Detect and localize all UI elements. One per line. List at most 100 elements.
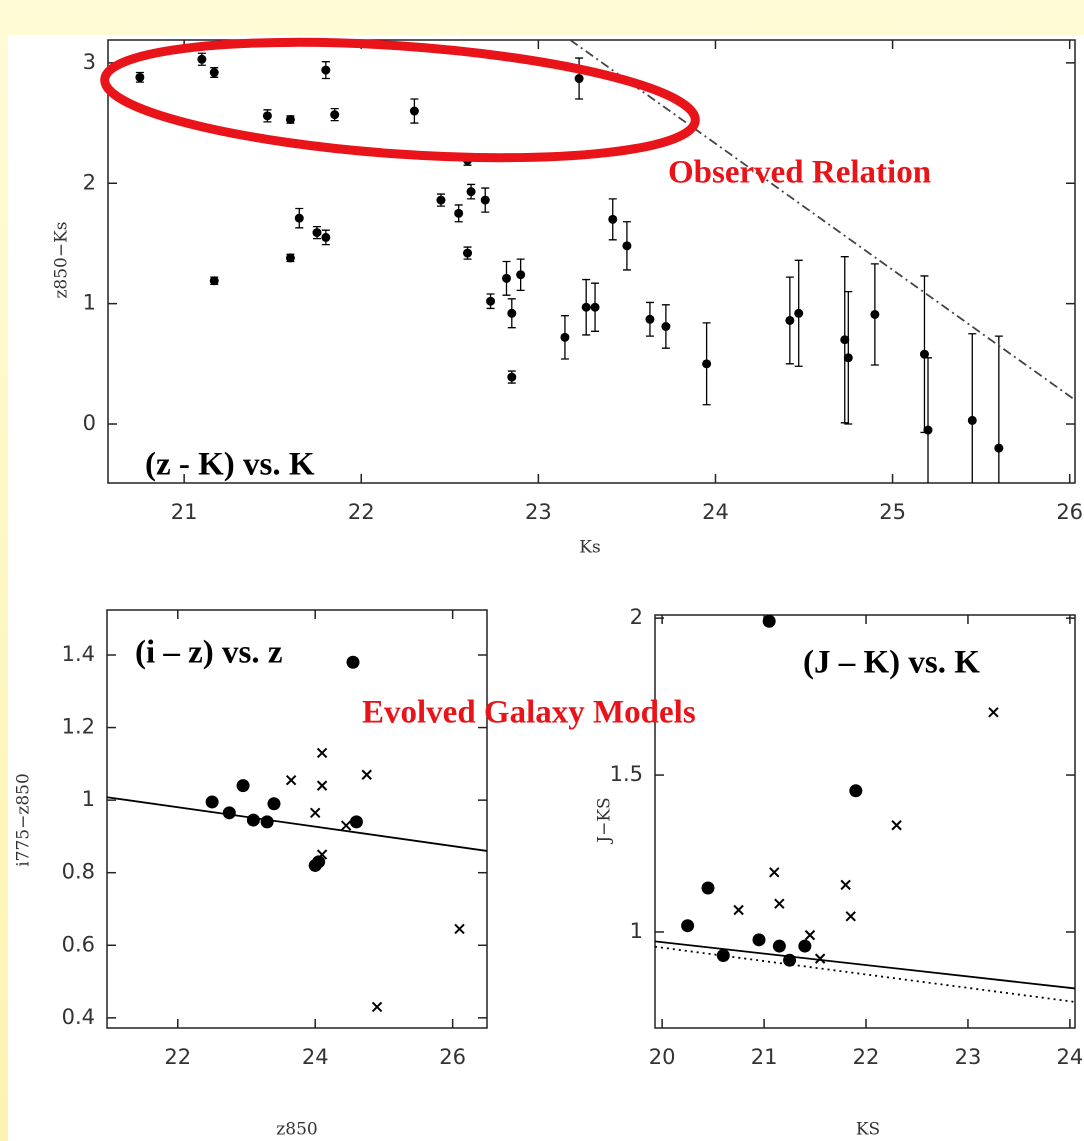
x-axis-label: KS <box>856 1120 880 1140</box>
y-axis-label: z850−Ks <box>52 221 72 298</box>
data-point <box>197 54 207 64</box>
model-line <box>655 945 1075 1003</box>
y-axis-label: J−KS <box>595 797 615 844</box>
data-cross <box>891 820 902 831</box>
data-cross <box>814 953 826 964</box>
data-point <box>840 335 850 345</box>
x-tick-label: 26 <box>1056 500 1083 524</box>
y-tick-label: 1 <box>82 787 95 811</box>
x-tick-label: 26 <box>439 1045 466 1069</box>
x-tick-label: 24 <box>302 1045 329 1069</box>
data-point <box>798 939 812 953</box>
data-point <box>436 195 446 205</box>
y-tick-label: 3 <box>83 50 96 74</box>
data-cross <box>316 780 328 791</box>
data-point <box>501 273 511 283</box>
annotation: (i – z) vs. z <box>135 635 283 671</box>
data-point <box>560 332 570 342</box>
data-point <box>608 214 618 224</box>
data-point <box>923 425 933 435</box>
data-point <box>330 110 340 120</box>
data-point <box>236 779 250 793</box>
y-tick-label: 1.5 <box>610 762 643 786</box>
data-point <box>762 615 776 628</box>
x-tick-label: 23 <box>955 1045 982 1069</box>
data-cross <box>285 774 297 786</box>
data-point <box>785 315 795 325</box>
y-tick-label: 0 <box>83 411 96 435</box>
y-tick-label: 0.4 <box>62 1005 95 1029</box>
model-line <box>655 940 1075 990</box>
data-point <box>581 302 591 312</box>
data-point <box>262 111 272 121</box>
y-tick-label: 2 <box>630 605 643 629</box>
data-cross <box>845 911 856 922</box>
figure-background <box>8 35 1084 1141</box>
data-cross <box>733 904 744 916</box>
data-point <box>843 353 853 363</box>
data-point <box>267 797 281 811</box>
y-tick-label: 1.2 <box>62 715 95 739</box>
x-tick-label: 22 <box>853 1045 880 1069</box>
data-cross <box>361 769 372 780</box>
plot-area <box>135 40 1075 483</box>
data-point <box>409 106 419 116</box>
data-point <box>681 919 695 933</box>
x-tick-label: 24 <box>1057 1045 1084 1069</box>
data-point <box>772 939 786 953</box>
data-cross <box>340 820 352 831</box>
data-point <box>246 813 260 827</box>
data-point <box>321 65 331 75</box>
y-tick-label: 0.6 <box>62 932 95 956</box>
data-point <box>849 784 863 798</box>
data-point <box>294 213 304 223</box>
data-point <box>209 276 219 286</box>
x-tick-label: 21 <box>751 1045 778 1069</box>
data-point <box>205 795 219 809</box>
data-point <box>349 815 363 829</box>
data-point <box>701 881 715 895</box>
data-point <box>260 815 274 829</box>
data-point <box>135 72 145 82</box>
data-point <box>507 308 517 318</box>
x-axis-label: z850 <box>276 1120 317 1140</box>
data-cross <box>316 849 328 860</box>
data-cross <box>774 898 785 909</box>
model-line <box>569 40 1075 401</box>
data-cross <box>371 1001 383 1013</box>
annotation: (J – K) vs. K <box>803 645 980 681</box>
y-tick-label: 0.8 <box>62 860 95 884</box>
data-point <box>590 302 600 312</box>
x-tick-label: 22 <box>164 1045 191 1069</box>
model-line <box>107 796 487 852</box>
data-point <box>661 322 671 332</box>
data-point <box>516 270 526 280</box>
plot-frame <box>107 39 1076 484</box>
data-cross <box>840 879 851 891</box>
annotation: (z - K) vs. K <box>145 447 315 483</box>
data-point <box>507 372 517 382</box>
data-point <box>346 655 360 669</box>
data-point <box>321 232 331 242</box>
data-point <box>463 248 473 258</box>
data-point <box>716 949 730 963</box>
data-point <box>574 74 584 84</box>
data-cross <box>988 707 999 718</box>
data-cross <box>316 747 328 759</box>
data-point <box>702 359 712 369</box>
data-point <box>466 187 476 197</box>
highlight-ellipse <box>100 37 700 163</box>
data-point <box>794 308 804 318</box>
data-point <box>312 228 322 238</box>
plot-frame <box>106 609 488 1029</box>
x-tick-label: 22 <box>348 500 375 524</box>
data-point <box>480 195 490 205</box>
data-point <box>994 443 1004 453</box>
data-point <box>285 114 295 124</box>
x-axis-label: Ks <box>579 538 600 558</box>
data-point <box>285 253 295 263</box>
y-tick-label: 1 <box>630 919 643 943</box>
data-point <box>967 415 977 425</box>
data-point <box>209 68 219 78</box>
